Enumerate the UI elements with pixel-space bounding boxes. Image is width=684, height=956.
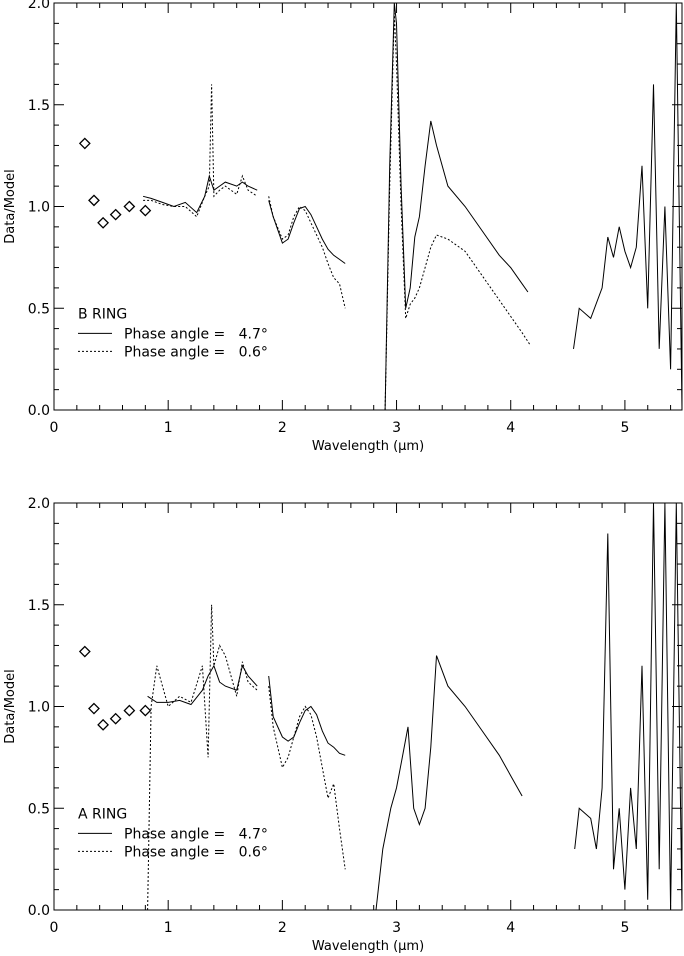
y-tick-label: 1.5 [28,98,50,114]
diamond-marker [123,200,136,213]
series-line-phase-4-7 [268,675,346,756]
diamond-marker [139,704,152,717]
y-tick-label: 1.0 [28,200,50,216]
series-line-phase-4-7 [375,655,523,910]
diamond-marker [123,704,136,717]
diamond-marker [109,712,122,725]
y-tick-label: 2.0 [28,0,50,12]
series-line-phase-4-7 [384,3,529,410]
series-line-phase-0-6 [268,196,346,309]
y-tick-label: 0.0 [28,403,50,419]
y-tick-label: 1.0 [28,700,50,716]
y-axis-title: Data/Model [3,169,18,243]
data-area [78,503,682,910]
panel-label: A RING [78,806,127,822]
legend-entry: Phase angle = 4.7° [124,326,268,342]
x-tick-label: 3 [392,920,401,936]
x-tick-label: 2 [278,920,287,936]
diamond-marker [97,216,110,229]
y-tick-label: 0.5 [28,301,50,317]
data-area [78,3,682,410]
x-tick-label: 0 [50,420,59,436]
y-tick-label: 0.0 [28,903,50,919]
y-tick-label: 0.5 [28,801,50,817]
legend-entry: Phase angle = 4.7° [124,826,268,842]
x-tick-label: 0 [50,920,59,936]
diamond-marker [109,208,122,221]
series-line-phase-0-6 [143,84,258,218]
series-line-phase-0-6 [268,686,346,870]
y-axis-title: Data/Model [3,669,18,743]
x-axis-title: Wavelength (μm) [312,439,424,454]
x-tick-label: 4 [506,420,515,436]
x-axis-title: Wavelength (μm) [312,939,424,954]
legend-entry: Phase angle = 0.6° [124,344,268,360]
x-tick-label: 5 [620,420,629,436]
x-tick-label: 1 [164,920,173,936]
panel-label: B RING [78,306,127,322]
y-tick-label: 1.5 [28,598,50,614]
series-line-phase-4-7 [147,664,258,706]
diamond-marker [97,718,110,731]
series-line-phase-0-6 [147,604,258,910]
chart-panel-2: 0 1 2 3 4 5 0.0 0.5 1.0 1.5 2.0 Wavelength (μm) Data… [3,496,683,954]
x-tick-label: 1 [164,420,173,436]
x-tick-label: 4 [506,920,515,936]
diamond-marker [78,645,91,658]
x-tick-label: 5 [620,920,629,936]
diamond-marker [88,194,100,207]
series-line-phase-4-7 [574,503,682,910]
chart-panel-1: 0 1 2 3 4 5 0.0 0.5 1.0 1.5 2.0 Wavelength (μm) Data… [3,0,683,454]
x-tick-label: 3 [392,420,401,436]
y-tick-label: 2.0 [28,496,50,512]
x-tick-label: 2 [278,420,287,436]
diamond-marker [88,702,100,715]
series-line-phase-4-7 [268,200,346,264]
diamond-marker [139,204,152,217]
series-line-phase-4-7 [573,3,682,410]
diamond-marker [78,137,91,150]
series-line-phase-0-6 [384,13,531,410]
legend-entry: Phase angle = 0.6° [124,844,268,860]
